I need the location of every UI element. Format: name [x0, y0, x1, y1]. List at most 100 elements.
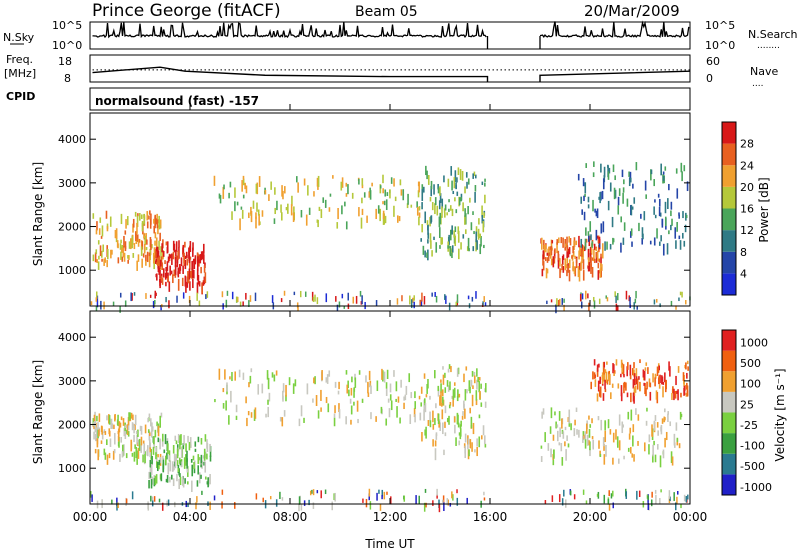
- heatmap-cell: [574, 266, 577, 277]
- heatmap-cell: [159, 232, 161, 242]
- heatmap-cell: [592, 199, 594, 212]
- heatmap-cell: [352, 296, 355, 304]
- heatmap-cell: [654, 199, 656, 203]
- heatmap-cell: [673, 388, 675, 401]
- heatmap-cell: [432, 410, 434, 423]
- frequency-line: [92, 66, 691, 82]
- heatmap-cell: [206, 453, 208, 460]
- heatmap-cell: [422, 245, 425, 255]
- heatmap-cell: [161, 439, 164, 447]
- heatmap-cell: [188, 295, 191, 303]
- heatmap-cell: [154, 232, 157, 239]
- heatmap-cell: [621, 365, 623, 373]
- heatmap-cell: [382, 188, 384, 194]
- heatmap-cell: [476, 379, 478, 390]
- heatmap-cell: [563, 304, 565, 311]
- heatmap-cell: [245, 396, 247, 404]
- heatmap-cell: [343, 305, 346, 309]
- heatmap-cell: [625, 491, 628, 499]
- heatmap-cell: [382, 210, 385, 220]
- heatmap-cell: [153, 302, 156, 308]
- heatmap-cell: [584, 193, 586, 198]
- heatmap-cell: [106, 248, 109, 260]
- heatmap-cell: [397, 396, 400, 403]
- heatmap-cell: [601, 190, 604, 200]
- heatmap-cell: [312, 398, 314, 403]
- heatmap-cell: [375, 300, 378, 307]
- heatmap-cell: [145, 260, 147, 266]
- heatmap-cell: [661, 218, 664, 228]
- heatmap-cell: [96, 259, 98, 263]
- heatmap-cell: [382, 201, 384, 205]
- heatmap-cell: [679, 291, 682, 296]
- heatmap-cell: [153, 218, 155, 224]
- heatmap-cell: [596, 393, 599, 402]
- heatmap-cell: [665, 379, 667, 390]
- heatmap-cell: [379, 212, 381, 222]
- heatmap-cell: [93, 425, 95, 430]
- heatmap-cell: [589, 441, 591, 451]
- heatmap-cell: [638, 222, 640, 232]
- heatmap-cell: [582, 431, 585, 440]
- heatmap-cell: [669, 366, 671, 377]
- heatmap-cell: [110, 423, 112, 429]
- heatmap-cell: [223, 184, 225, 190]
- heatmap-cell: [582, 178, 585, 187]
- heatmap-cell: [267, 399, 269, 405]
- heatmap-cell: [686, 385, 689, 396]
- heatmap-cell: [197, 256, 199, 261]
- heatmap-cell: [131, 452, 134, 457]
- heatmap-cell: [174, 274, 177, 278]
- heatmap-cell: [541, 411, 543, 419]
- heatmap-cell: [583, 434, 586, 439]
- heatmap-cell: [265, 413, 267, 418]
- heatmap-cell: [556, 239, 559, 245]
- heatmap-cell: [637, 440, 639, 446]
- heatmap-cell: [204, 451, 207, 459]
- heatmap-cell: [101, 258, 103, 262]
- heatmap-cell: [675, 502, 677, 511]
- heatmap-cell: [608, 490, 610, 497]
- heatmap-cell: [658, 206, 661, 217]
- heatmap-cell: [565, 264, 568, 269]
- heatmap-cell: [562, 266, 565, 273]
- heatmap-cell: [630, 409, 633, 421]
- heatmap-cell: [231, 371, 233, 382]
- heatmap-cell: [563, 298, 565, 303]
- heatmap-cell: [239, 218, 241, 231]
- heatmap-cell: [113, 449, 116, 454]
- heatmap-cell: [482, 301, 484, 306]
- heatmap-cell: [185, 454, 187, 466]
- heatmap-cell: [221, 501, 223, 509]
- heatmap-cell: [666, 243, 669, 255]
- heatmap-cell: [130, 439, 133, 452]
- freq-label-line1: Freq.: [6, 53, 33, 66]
- heatmap-cell: [632, 379, 635, 389]
- heatmap-cell: [617, 441, 619, 448]
- heatmap-cell: [303, 178, 306, 186]
- heatmap-cell: [585, 227, 587, 236]
- sky-right-label: N.Search: [748, 28, 798, 41]
- heatmap-cell: [124, 230, 127, 235]
- heatmap-cell: [149, 218, 152, 229]
- heatmap-cell: [458, 248, 460, 260]
- heatmap-cell: [448, 364, 451, 369]
- heatmap-cell: [396, 298, 399, 305]
- heatmap-cell: [110, 418, 113, 424]
- heatmap-cell: [390, 496, 392, 505]
- heatmap-cell: [484, 178, 486, 182]
- colorbar-tick-label: 500: [740, 357, 761, 370]
- heatmap-cell: [421, 432, 423, 442]
- heatmap-cell: [658, 241, 661, 246]
- heatmap-cell: [149, 210, 151, 215]
- heatmap-cell: [111, 423, 114, 429]
- heatmap-cell: [408, 373, 411, 383]
- heatmap-cell: [648, 503, 650, 511]
- heatmap-cell: [196, 282, 199, 294]
- heatmap-cell: [147, 445, 149, 457]
- heatmap-cell: [468, 380, 471, 392]
- heatmap-cell: [384, 189, 387, 197]
- heatmap-cell: [617, 205, 620, 215]
- heatmap-cell: [129, 412, 131, 420]
- heatmap-cell: [128, 412, 130, 421]
